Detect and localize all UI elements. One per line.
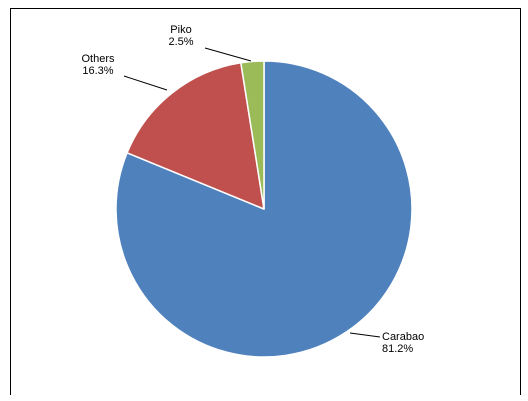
leader-lines-layer <box>123 47 381 338</box>
leader-line-piko <box>204 47 252 62</box>
slice-value-piko: 2.5% <box>168 36 193 48</box>
slice-value-carabao: 81.2% <box>382 343 413 355</box>
pie-slice-piko <box>240 60 265 210</box>
slice-label-carabao: Carabao <box>382 331 424 343</box>
slice-label-piko: Piko <box>170 24 191 36</box>
pie-slice-others <box>126 62 265 210</box>
leader-line-others <box>123 75 168 91</box>
slice-value-others: 16.3% <box>82 65 113 77</box>
slice-label-others: Others <box>81 53 115 65</box>
slices-layer <box>115 60 413 358</box>
chart-border <box>10 8 521 395</box>
leader-line-carabao <box>349 332 381 338</box>
